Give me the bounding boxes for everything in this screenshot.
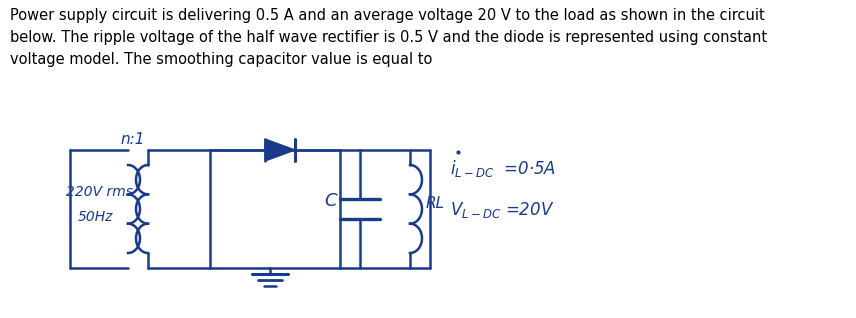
Text: C: C	[324, 192, 336, 210]
Text: 220V rms: 220V rms	[66, 185, 133, 199]
Text: $V_{L-DC}$ =20V: $V_{L-DC}$ =20V	[450, 200, 555, 220]
Text: $i_{L-DC}$  =0·5A: $i_{L-DC}$ =0·5A	[450, 158, 556, 179]
Polygon shape	[265, 139, 295, 161]
Text: n:1: n:1	[121, 132, 146, 147]
Text: RL: RL	[426, 196, 445, 211]
Text: 50Hz: 50Hz	[78, 210, 113, 224]
Text: Power supply circuit is delivering 0.5 A and an average voltage 20 V to the load: Power supply circuit is delivering 0.5 A…	[10, 8, 767, 67]
